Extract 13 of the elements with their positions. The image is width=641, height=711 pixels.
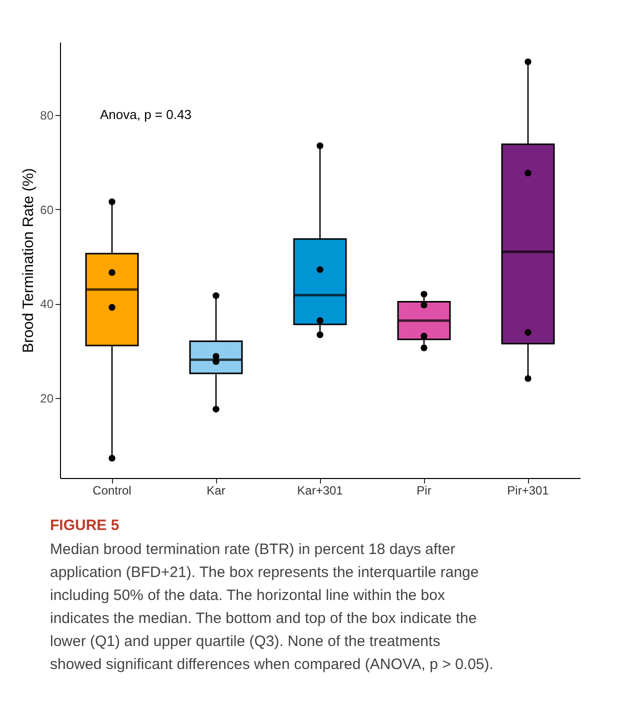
x-tick-label: Pir <box>416 484 432 498</box>
y-tick-label: 80 <box>40 108 54 123</box>
annotation: Anova, p = 0.43 <box>100 107 192 122</box>
x-tick-label: Control <box>92 484 132 498</box>
x-tick-label: Kar+301 <box>297 484 344 498</box>
text: Median brood termination rate (BTR) in percent 18 days after application (BFD+21). The box represents the interquartile range including 50% of the data. The horizontal line within the box indicates the median. The bottom and top of the box indicate the lower (Q1) and upper quartile (Q3). None of the treatments showed significant differences when compared (ANOVA, p > 0.05). <box>50 541 494 673</box>
x-tick-label: Kar <box>206 484 226 498</box>
y-tick-label: 60 <box>40 202 54 217</box>
x-tick-label: Pir+301 <box>507 484 550 498</box>
y-tick-label: 20 <box>40 391 54 406</box>
y-tick-label: 40 <box>40 297 54 312</box>
y-axis-title: Brood Termination Rate (%) <box>20 168 38 353</box>
caption: FIGURE 5 <box>50 517 120 534</box>
